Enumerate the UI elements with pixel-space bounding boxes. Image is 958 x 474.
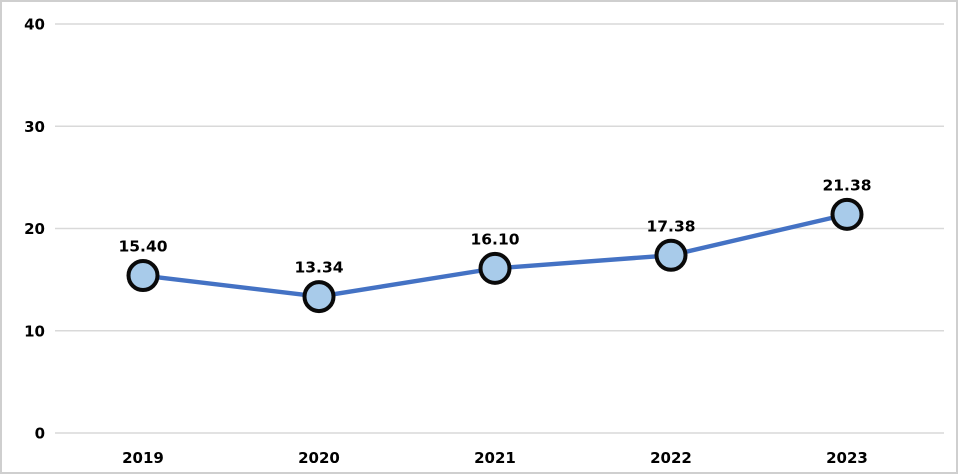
data-point-label: 15.40 (118, 238, 167, 256)
data-point-label: 21.38 (822, 176, 871, 194)
data-point-label: 17.38 (646, 217, 695, 235)
x-axis-tick-label: 2019 (122, 449, 164, 467)
y-axis-tick-label: 10 (24, 322, 45, 340)
data-point-label: 13.34 (294, 259, 343, 277)
data-point-marker (302, 280, 336, 314)
x-axis-tick-label: 2023 (826, 449, 868, 467)
data-point-marker (830, 197, 864, 231)
y-axis-tick-label: 30 (24, 118, 45, 136)
x-axis-tick-label: 2020 (298, 449, 340, 467)
y-axis-tick-label: 40 (24, 16, 45, 34)
x-axis-tick-label: 2021 (474, 449, 516, 467)
data-point-marker (654, 238, 688, 272)
y-axis-tick-label: 0 (35, 425, 45, 443)
data-point-marker (478, 251, 512, 285)
x-axis-tick-label: 2022 (650, 449, 692, 467)
data-point-label: 16.10 (470, 230, 519, 248)
y-axis-tick-label: 20 (24, 220, 45, 238)
data-point-marker (126, 259, 160, 293)
